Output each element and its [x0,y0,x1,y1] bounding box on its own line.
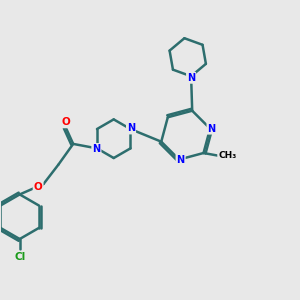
Text: O: O [34,182,43,192]
Text: N: N [127,124,135,134]
Text: O: O [61,117,70,127]
Text: Cl: Cl [14,252,25,262]
Text: N: N [92,144,101,154]
Text: N: N [177,154,185,164]
Text: CH₃: CH₃ [218,152,236,160]
Text: N: N [208,124,216,134]
Text: N: N [187,73,195,83]
